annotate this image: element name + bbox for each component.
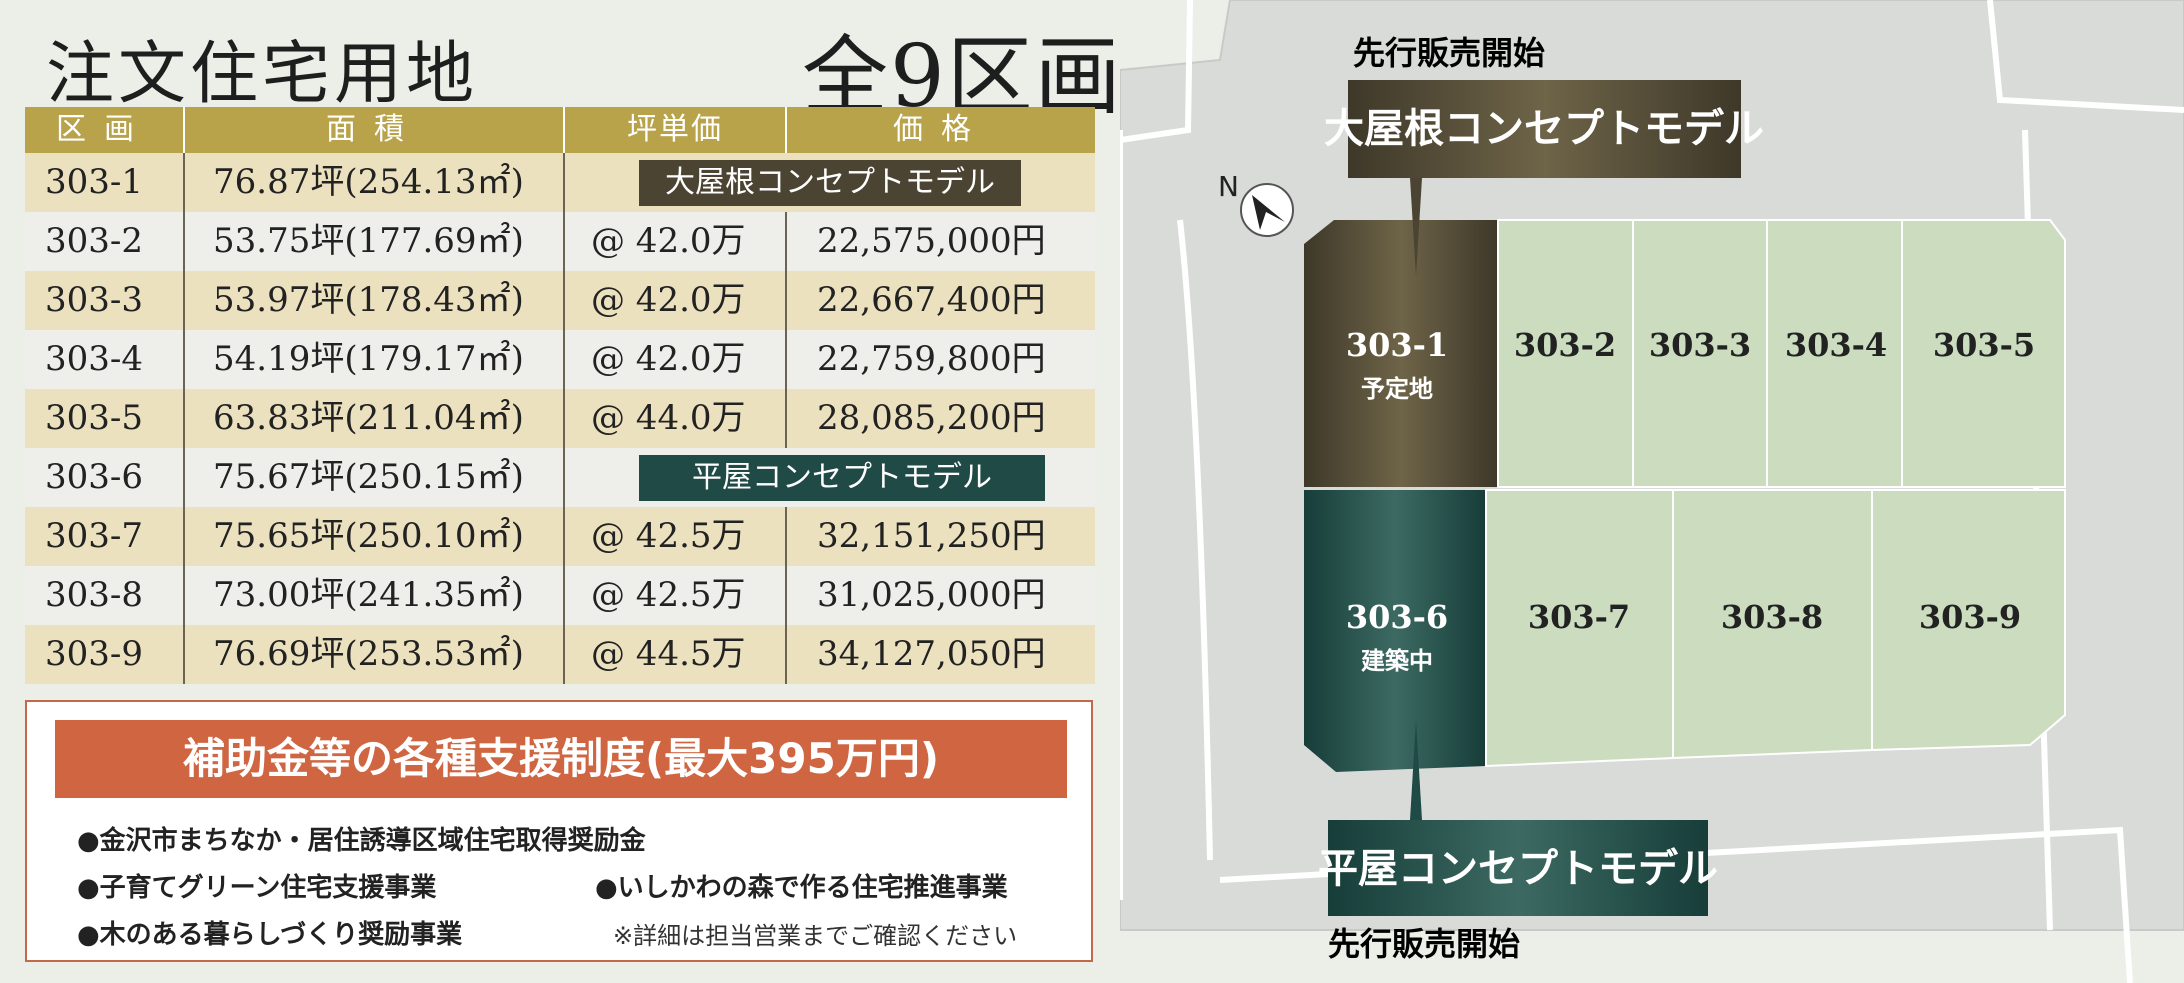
subsidy-title: 補助金等の各種支援制度(最大395万円) [55, 720, 1067, 798]
price-cell: 32,151,250円 [817, 516, 1046, 556]
area-cell: 76.87坪(254.13㎡) [185, 153, 565, 212]
lot-label: 303-5 [1933, 326, 2035, 364]
header-area: 面積 [185, 107, 565, 153]
price-cell: 28,085,200円 [817, 398, 1046, 438]
unit-price-cell: @ 42.0万 [565, 212, 787, 271]
lot-label: 303-8 [1721, 598, 1823, 636]
unit-price-cell: @ 42.5万 [565, 507, 787, 566]
table-row: 303-6 75.67坪(250.15㎡) 平屋コンセプトモデル [25, 448, 1095, 507]
lot-cell: 303-6 [25, 448, 185, 507]
unit-price-cell: @ 42.5万 [565, 566, 787, 625]
roof-callout-box [1348, 80, 1741, 178]
unit-price-cell: @ 42.0万 [565, 271, 787, 330]
price-cell: 22,667,400円 [817, 280, 1046, 320]
lot-label: 303-7 [1528, 598, 1630, 636]
lot-cell: 303-1 [25, 153, 185, 212]
site-map: 303-1 予定地 303-2 303-3 303-4 303-5 303-6 … [1120, 0, 2184, 983]
area-cell: 53.97坪(178.43㎡) [185, 271, 565, 330]
subsidy-box: 補助金等の各種支援制度(最大395万円) ●金沢市まちなか・居住誘導区域住宅取得… [25, 700, 1093, 962]
price-cell: 31,025,000円 [817, 575, 1046, 615]
table-row: 303-8 73.00坪(241.35㎡) @ 42.5万 31,025,000… [25, 566, 1095, 625]
table-row: 303-5 63.83坪(211.04㎡) @ 44.0万 28,085,200… [25, 389, 1095, 448]
lot-cell: 303-9 [25, 625, 185, 684]
table-row: 303-3 53.97坪(178.43㎡) @ 42.0万 22,667,400… [25, 271, 1095, 330]
table-row: 303-2 53.75坪(177.69㎡) @ 42.0万 22,575,000… [25, 212, 1095, 271]
area-cell: 53.75坪(177.69㎡) [185, 212, 565, 271]
unit-price-cell: @ 44.5万 [565, 625, 787, 684]
lot-303-5 [1901, 219, 2066, 488]
lot-table: 区画 面積 坪単価 価格 303-1 76.87坪(254.13㎡) 大屋根コン… [25, 107, 1095, 684]
lot-cell: 303-3 [25, 271, 185, 330]
lot-303-9 [1871, 489, 2066, 752]
subsidy-item: ●子育てグリーン住宅支援事業 [77, 873, 437, 903]
north-label: N [1218, 170, 1239, 203]
subsidy-item: ●金沢市まちなか・居住誘導区域住宅取得奨励金 [77, 826, 646, 856]
lot-label: 303-3 [1649, 326, 1751, 364]
lot-label: 303-9 [1919, 598, 2021, 636]
subsidy-note: ※詳細は担当営業までご確認ください [613, 922, 1018, 950]
table-row: 303-4 54.19坪(179.17㎡) @ 42.0万 22,759,800… [25, 330, 1095, 389]
road-edge [1120, 0, 1193, 143]
subsidy-item: ●木のある暮らしづくり奨励事業 [77, 920, 463, 950]
flat-callout-box [1328, 820, 1708, 916]
lot-label: 303-2 [1514, 326, 1616, 364]
area-cell: 75.65坪(250.10㎡) [185, 507, 565, 566]
table-row: 303-9 76.69坪(253.53㎡) @ 44.5万 34,127,050… [25, 625, 1095, 684]
lot-status: 予定地 [1361, 374, 1433, 403]
roof-model-badge: 大屋根コンセプトモデル [639, 160, 1021, 206]
lot-status: 建築中 [1361, 646, 1433, 675]
sale-label-top: 先行販売開始 [1353, 34, 1545, 72]
flat-model-badge: 平屋コンセプトモデル [639, 455, 1045, 501]
lot-303-6 [1304, 490, 1486, 772]
road-edge [1177, 219, 1213, 861]
lot-303-1 [1304, 220, 1498, 487]
table-header: 区画 面積 坪単価 価格 [25, 107, 1095, 153]
header-unit-price: 坪単価 [565, 107, 787, 153]
flat-callout-label: 平屋コンセプトモデル [1318, 845, 1718, 892]
table-row: 303-7 75.65坪(250.10㎡) @ 42.5万 32,151,250… [25, 507, 1095, 566]
unit-price-cell: @ 44.0万 [565, 389, 787, 448]
lot-label: 303-1 [1346, 326, 1448, 364]
area-cell: 73.00坪(241.35㎡) [185, 566, 565, 625]
lot-cell: 303-7 [25, 507, 185, 566]
header-lot: 区画 [25, 107, 185, 153]
price-cell: 22,759,800円 [817, 339, 1046, 379]
subsidy-item: ●いしかわの森で作る住宅推進事業 [595, 873, 1008, 903]
lot-label: 303-4 [1785, 326, 1887, 364]
area-cell: 75.67坪(250.15㎡) [185, 448, 565, 507]
lot-cell: 303-2 [25, 212, 185, 271]
table-row: 303-1 76.87坪(254.13㎡) 大屋根コンセプトモデル [25, 153, 1095, 212]
sale-label-bottom: 先行販売開始 [1328, 925, 1520, 963]
price-cell: 34,127,050円 [817, 634, 1046, 674]
roof-callout-pointer [1410, 178, 1422, 276]
area-cell: 54.19坪(179.17㎡) [185, 330, 565, 389]
area-cell: 76.69坪(253.53㎡) [185, 625, 565, 684]
north-compass-icon: N [1218, 170, 1294, 237]
lot-cell: 303-5 [25, 389, 185, 448]
road-edge [1987, 0, 2184, 113]
page-title: 注文住宅用地 [46, 35, 479, 114]
lot-label: 303-6 [1346, 598, 1448, 636]
lot-cell: 303-4 [25, 330, 185, 389]
header-price: 価格 [893, 112, 989, 147]
unit-price-cell: @ 42.0万 [565, 330, 787, 389]
flat-callout-pointer [1410, 720, 1422, 820]
lot-cell: 303-8 [25, 566, 185, 625]
price-cell: 22,575,000円 [817, 221, 1046, 261]
area-cell: 63.83坪(211.04㎡) [185, 389, 565, 448]
roof-callout-label: 大屋根コンセプトモデル [1324, 105, 1764, 152]
